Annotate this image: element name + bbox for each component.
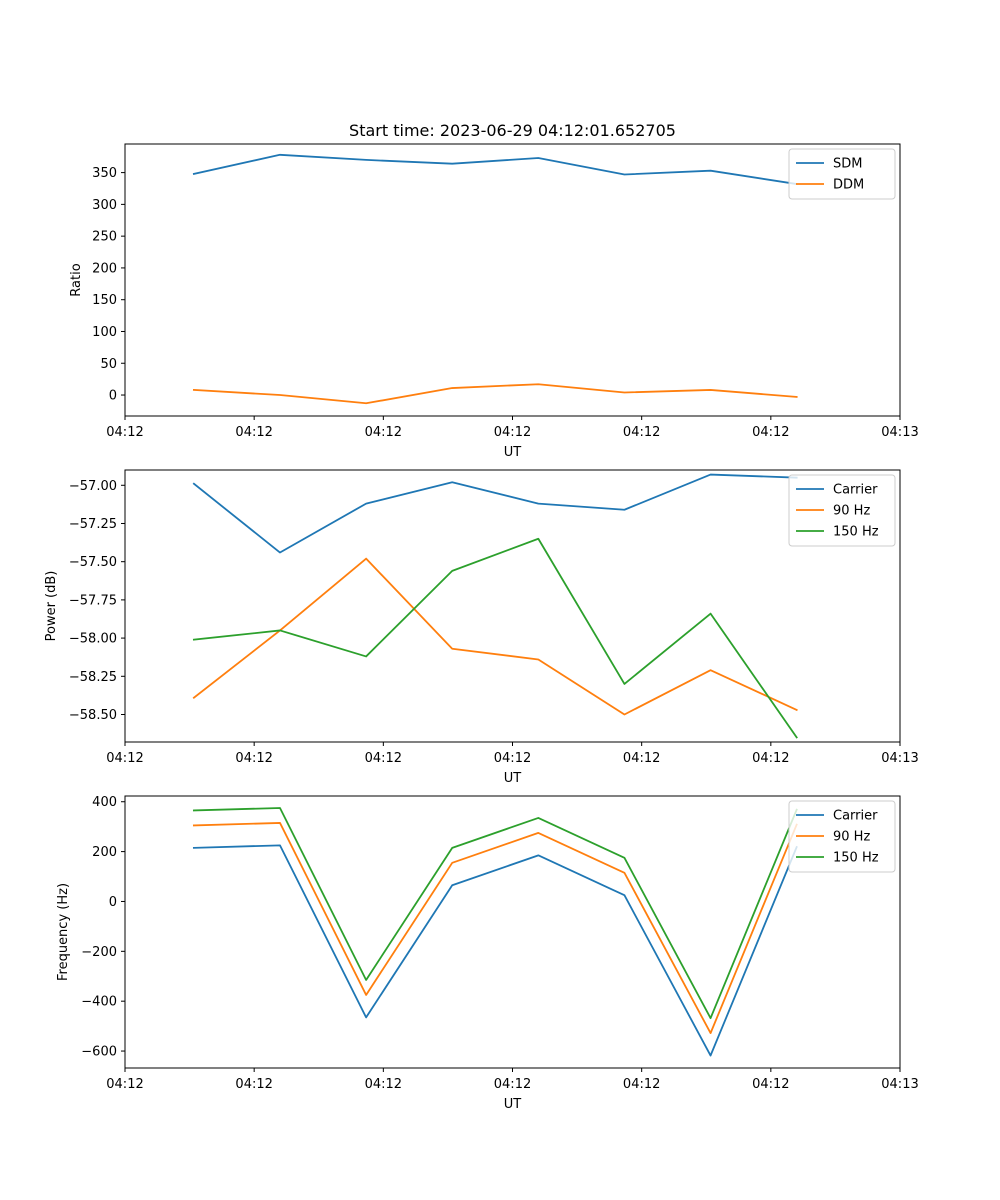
x-tick-label: 04:12 bbox=[235, 425, 272, 440]
series-line-carrier bbox=[192, 844, 798, 1057]
y-tick-label: −200 bbox=[81, 945, 117, 960]
series-line-ddm bbox=[192, 383, 798, 405]
legend-box bbox=[788, 800, 896, 873]
series-line-carrier bbox=[192, 473, 798, 554]
series-line-150-hz bbox=[192, 537, 798, 739]
series-line-150-hz bbox=[192, 807, 798, 1020]
y-tick-label: −57.75 bbox=[69, 593, 117, 608]
y-tick-label: −57.50 bbox=[69, 555, 117, 570]
x-tick-label: 04:13 bbox=[881, 425, 918, 440]
y-tick-label: 200 bbox=[92, 845, 117, 860]
legend: SDM DDM bbox=[788, 148, 896, 200]
x-tick-label: 04:12 bbox=[365, 425, 402, 440]
x-tick-label: 04:12 bbox=[623, 425, 660, 440]
legend-label: Carrier bbox=[833, 483, 878, 498]
x-tick-label: 04:12 bbox=[365, 1077, 402, 1092]
y-tick-label: 0 bbox=[109, 895, 117, 910]
y-tick-label: −58.25 bbox=[69, 670, 117, 685]
y-tick-label: 50 bbox=[100, 357, 117, 372]
legend-label: DDM bbox=[833, 178, 864, 193]
y-tick-label: 400 bbox=[92, 795, 117, 810]
y-tick-label: 0 bbox=[109, 389, 117, 404]
x-tick-label: 04:12 bbox=[365, 751, 402, 766]
legend-label: SDM bbox=[833, 157, 862, 172]
x-tick-label: 04:12 bbox=[752, 1077, 789, 1092]
x-tick-label: 04:12 bbox=[494, 751, 531, 766]
y-tick-label: −58.50 bbox=[69, 708, 117, 723]
legend-label: 90 Hz bbox=[833, 830, 870, 845]
x-tick-label: 04:12 bbox=[106, 751, 143, 766]
y-tick-label: 300 bbox=[92, 198, 117, 213]
x-tick-label: 04:12 bbox=[494, 425, 531, 440]
x-tick-label: 04:12 bbox=[752, 751, 789, 766]
series-line-sdm bbox=[192, 153, 798, 186]
frequency-y-axis-label: Frequency (Hz) bbox=[56, 883, 71, 981]
legend-box bbox=[788, 474, 896, 547]
y-tick-label: 350 bbox=[92, 166, 117, 181]
y-tick-label: −57.25 bbox=[69, 517, 117, 532]
legend: Carrier 90 Hz 150 Hz bbox=[788, 800, 896, 873]
x-tick-label: 04:12 bbox=[623, 751, 660, 766]
x-tick-label: 04:12 bbox=[752, 425, 789, 440]
x-tick-label: 04:12 bbox=[235, 751, 272, 766]
x-tick-label: 04:12 bbox=[235, 1077, 272, 1092]
y-tick-label: 150 bbox=[92, 293, 117, 308]
legend-label: Carrier bbox=[833, 809, 878, 824]
x-tick-label: 04:12 bbox=[106, 1077, 143, 1092]
x-tick-label: 04:12 bbox=[494, 1077, 531, 1092]
y-tick-label: 250 bbox=[92, 230, 117, 245]
legend-label: 150 Hz bbox=[833, 525, 879, 540]
frequency-x-axis-label: UT bbox=[504, 1097, 522, 1112]
ratio-panel: Start time: 2023-06-29 04:12:01.652705 R… bbox=[69, 121, 919, 460]
x-tick-label: 04:13 bbox=[881, 751, 918, 766]
series-line-90-hz bbox=[192, 557, 798, 716]
power-panel: Power (dB) UT 04:12 04:12 04:12 04:12 04:12 0… bbox=[44, 469, 919, 786]
x-tick-label: 04:12 bbox=[623, 1077, 660, 1092]
y-tick-label: −57.00 bbox=[69, 479, 117, 494]
power-y-axis-label: Power (dB) bbox=[44, 571, 59, 642]
y-tick-label: 200 bbox=[92, 261, 117, 276]
x-tick-label: 04:13 bbox=[881, 1077, 918, 1092]
frequency-panel: Frequency (Hz) UT 04:12 04:12 04:12 04:12 04… bbox=[56, 795, 919, 1112]
y-tick-label: −58.00 bbox=[69, 632, 117, 647]
legend-label: 150 Hz bbox=[833, 851, 879, 866]
y-tick-label: −600 bbox=[81, 1045, 117, 1060]
y-tick-label: 100 bbox=[92, 325, 117, 340]
x-tick-label: 04:12 bbox=[106, 425, 143, 440]
y-tick-label: −400 bbox=[81, 995, 117, 1010]
chart-title: Start time: 2023-06-29 04:12:01.652705 bbox=[349, 121, 676, 140]
legend-box bbox=[788, 148, 896, 200]
legend-label: 90 Hz bbox=[833, 504, 870, 519]
power-x-axis-label: UT bbox=[504, 771, 522, 786]
ratio-x-axis-label: UT bbox=[504, 445, 522, 460]
series-line-90-hz bbox=[192, 822, 798, 1034]
legend: Carrier 90 Hz 150 Hz bbox=[788, 474, 896, 547]
ratio-y-axis-label: Ratio bbox=[69, 263, 84, 296]
